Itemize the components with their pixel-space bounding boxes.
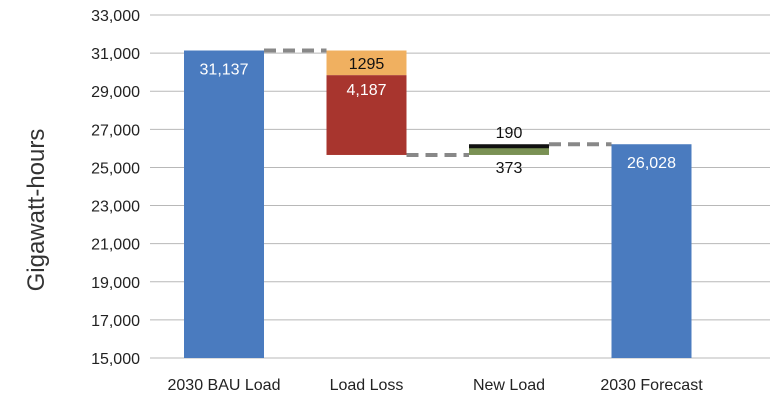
y-tick-label: 31,000 [91, 46, 140, 63]
x-tick-label: 2030 Forecast [600, 377, 703, 394]
x-tick-label: Load Loss [330, 377, 404, 394]
y-tick-label: 17,000 [91, 313, 140, 330]
data-label: 373 [496, 160, 523, 177]
y-tick-label: 15,000 [91, 351, 140, 368]
x-axis-ticks: 2030 BAU Load Load Loss New Load 2030 Forec… [168, 377, 704, 394]
bars [184, 50, 692, 359]
connectors [264, 48, 612, 157]
x-tick-label: New Load [473, 377, 545, 394]
data-labels: 31,137 1295 4,187 373 190 26,028 [200, 56, 677, 177]
y-tick-label: 29,000 [91, 84, 140, 101]
y-tick-label: 19,000 [91, 275, 140, 292]
bar-new-load-3 [469, 147, 549, 155]
y-tick-label: 27,000 [91, 122, 140, 139]
x-tick-label: 2030 BAU Load [168, 377, 281, 394]
y-tick-label: 21,000 [91, 237, 140, 254]
data-label: 31,137 [200, 62, 249, 79]
y-axis-label: Gigawatt-hours [23, 129, 50, 292]
data-label: 26,028 [627, 155, 676, 172]
data-label: 190 [496, 125, 523, 142]
bar-load-loss-2 [326, 75, 407, 155]
y-axis-ticks: 15,000 17,000 19,000 21,000 23,000 25,000 27,0… [91, 8, 140, 368]
data-label: 1295 [349, 56, 385, 73]
data-label: 4,187 [346, 82, 386, 99]
bar-2030-bau-load-0 [184, 50, 264, 359]
y-tick-label: 25,000 [91, 160, 140, 177]
bar-new-load-4 [469, 144, 549, 149]
y-tick-label: 23,000 [91, 199, 140, 216]
bar-load-loss-1 [326, 50, 407, 76]
y-tick-label: 33,000 [91, 8, 140, 25]
bar-2030-forecast-5 [611, 144, 692, 358]
